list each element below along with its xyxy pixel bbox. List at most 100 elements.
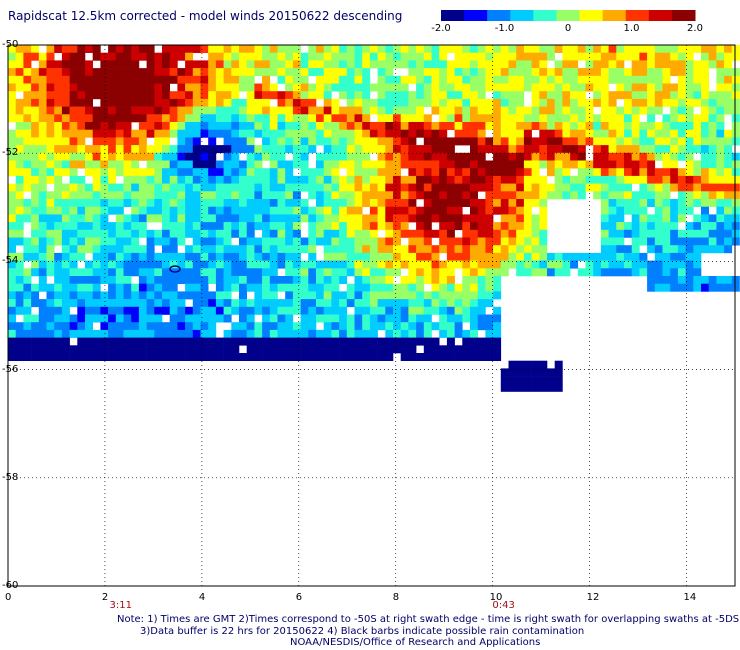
- wind-cell: [131, 45, 140, 53]
- wind-cell: [131, 145, 140, 154]
- wind-cell: [331, 283, 340, 292]
- wind-cell: [339, 345, 348, 354]
- wind-cell: [462, 222, 471, 231]
- wind-cell: [600, 191, 609, 200]
- wind-cell: [716, 191, 725, 200]
- wind-cell: [269, 60, 278, 69]
- wind-cell: [647, 137, 656, 146]
- wind-cell: [300, 160, 309, 169]
- wind-cell: [485, 75, 494, 84]
- wind-cell: [431, 245, 440, 254]
- wind-cell: [470, 183, 478, 192]
- wind-cell: [400, 145, 409, 154]
- wind-cell: [54, 306, 63, 315]
- colorbar-swatch: [556, 10, 581, 21]
- wind-cell: [292, 214, 301, 223]
- wind-cell: [647, 268, 656, 277]
- wind-cell: [531, 199, 540, 207]
- wind-cell: [493, 106, 502, 115]
- wind-cell: [215, 206, 224, 215]
- wind-cell: [108, 322, 117, 331]
- wind-cell: [523, 145, 532, 154]
- wind-cell: [123, 322, 132, 331]
- wind-cell: [215, 68, 224, 77]
- wind-cell: [639, 191, 648, 200]
- wind-cell: [131, 214, 140, 223]
- wind-cell: [154, 122, 163, 130]
- wind-cell: [8, 229, 16, 238]
- wind-cell: [123, 306, 132, 315]
- wind-cell: [331, 245, 340, 254]
- wind-cell: [54, 83, 63, 92]
- wind-cell: [716, 98, 725, 107]
- wind-cell: [215, 191, 224, 200]
- wind-cell: [446, 175, 455, 184]
- wind-cell: [154, 160, 163, 169]
- wind-cell: [223, 283, 232, 292]
- wind-cell: [262, 237, 271, 246]
- wind-cell: [223, 199, 232, 207]
- wind-cell: [254, 175, 263, 184]
- wind-cell: [454, 345, 463, 354]
- wind-cell: [431, 345, 440, 354]
- wind-cell: [61, 114, 70, 123]
- wind-cell: [685, 137, 694, 146]
- wind-cell: [108, 222, 117, 231]
- wind-cell: [215, 268, 224, 277]
- wind-cell: [470, 191, 478, 200]
- wind-cell: [431, 122, 440, 130]
- wind-cell: [246, 214, 255, 223]
- wind-cell: [500, 206, 509, 215]
- wind-cell: [23, 106, 32, 115]
- wind-cell: [685, 268, 694, 277]
- wind-cell: [485, 60, 494, 69]
- wind-cell: [647, 283, 656, 292]
- wind-cell: [423, 114, 432, 123]
- wind-cell: [169, 276, 178, 284]
- wind-cell: [246, 75, 255, 84]
- wind-cell: [708, 98, 717, 107]
- wind-cell: [38, 206, 47, 215]
- colorbar: -2.0 -1.0 0 1.0 2.0: [431, 10, 703, 34]
- wind-cell: [277, 91, 286, 100]
- wind-cell: [92, 91, 101, 100]
- wind-cell: [539, 129, 548, 138]
- wind-cell: [31, 129, 40, 138]
- wind-cell: [547, 91, 555, 100]
- wind-cell: [231, 183, 240, 192]
- wind-cell: [547, 83, 555, 92]
- wind-cell: [639, 152, 648, 161]
- wind-cell: [8, 337, 16, 346]
- wind-cell: [608, 183, 617, 192]
- wind-cell: [269, 314, 278, 323]
- wind-cell: [223, 160, 232, 169]
- wind-cell: [300, 322, 309, 331]
- wind-cell: [639, 75, 648, 84]
- wind-cell: [724, 245, 733, 254]
- wind-cell: [477, 175, 486, 184]
- wind-cell: [346, 60, 355, 69]
- wind-cell: [77, 353, 86, 361]
- wind-cell: [408, 52, 417, 61]
- wind-cell: [439, 183, 448, 192]
- wind-cell: [500, 245, 509, 254]
- wind-cell: [677, 145, 686, 154]
- wind-cell: [339, 206, 348, 215]
- wind-cell: [454, 106, 463, 115]
- wind-cell: [531, 106, 540, 115]
- wind-cell: [477, 160, 486, 169]
- wind-cell: [192, 206, 201, 215]
- wind-cell: [138, 98, 147, 107]
- x-axis-label: 12: [586, 592, 600, 603]
- wind-cell: [200, 106, 209, 115]
- colorbar-swatch: [487, 10, 511, 21]
- wind-cell: [223, 45, 232, 53]
- wind-cell: [77, 137, 86, 146]
- wind-cell: [562, 122, 571, 130]
- wind-cell: [477, 98, 486, 107]
- wind-cell: [439, 145, 448, 154]
- wind-cell: [15, 299, 24, 308]
- wind-cell: [593, 129, 602, 138]
- wind-cell: [516, 145, 525, 154]
- wind-cell: [670, 183, 679, 192]
